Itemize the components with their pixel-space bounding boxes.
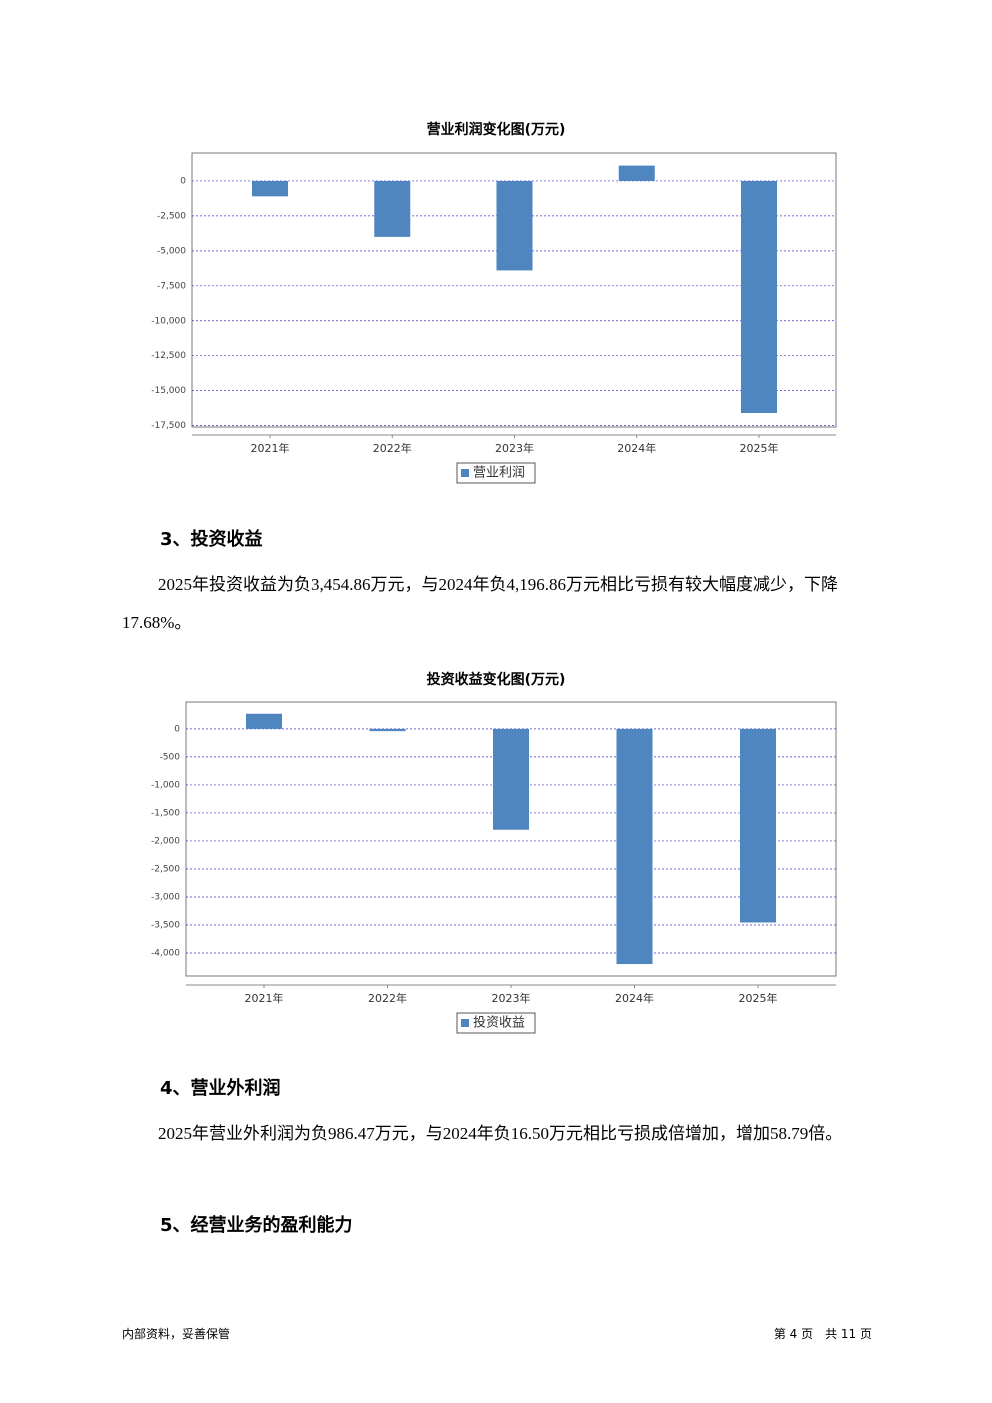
paragraph: 2025年营业外利润为负986.47万元，与2024年负16.50万元相比亏损成…	[158, 1124, 843, 1143]
y-tick-label: -500	[160, 752, 181, 762]
chart-title: 营业利润变化图(万元)	[427, 121, 566, 138]
y-tick-label: -5,000	[157, 246, 186, 256]
x-tick-label: 2021年	[251, 441, 290, 455]
y-tick-label: -2,500	[157, 211, 186, 221]
chart: 投资收益变化图(万元) 0 -500 -1,000 -1,500 -2,000 -2,500…	[151, 671, 837, 1034]
footer-left: 内部资料，妥善保管	[122, 1327, 231, 1341]
x-tick-label: 2022年	[368, 991, 407, 1005]
legend-box	[456, 462, 536, 484]
x-tick-label: 2025年	[739, 991, 778, 1005]
footer-right: 第 4 页 共 11 页	[773, 1327, 872, 1341]
paragraph: 2025年投资收益为负3,454.86万元，与2024年负4,196.86万元相…	[122, 575, 838, 632]
bar	[374, 180, 411, 237]
bar	[616, 728, 653, 965]
x-tick-label: 2024年	[617, 441, 656, 455]
x-tick-label: 2024年	[615, 991, 654, 1005]
y-tick-label: 0	[174, 724, 180, 734]
bar	[618, 165, 655, 181]
y-tick-label: -3,000	[151, 892, 180, 902]
y-tick-label: 0	[180, 176, 186, 186]
y-tick-label: -15,000	[151, 386, 186, 396]
y-tick-label: -1,000	[151, 780, 180, 790]
y-tick-label: -10,000	[151, 316, 186, 326]
section-heading: 5、经营业务的盈利能力	[160, 1215, 353, 1236]
y-tick-label: -1,500	[151, 808, 180, 818]
y-tick-label: -2,000	[151, 836, 180, 846]
chart-title: 投资收益变化图(万元)	[427, 671, 566, 688]
legend-swatch	[461, 1019, 469, 1027]
bar	[496, 180, 533, 271]
y-tick-label: -7,500	[157, 281, 186, 291]
x-tick-label: 2021年	[245, 991, 284, 1005]
bar	[252, 180, 288, 197]
bar	[493, 728, 529, 830]
legend-swatch	[461, 469, 469, 477]
section-heading: 4、营业外利润	[160, 1078, 281, 1099]
bar	[246, 713, 282, 729]
x-tick-label: 2025年	[740, 441, 779, 455]
x-tick-label: 2023年	[492, 991, 531, 1005]
y-tick-label: -12,500	[151, 351, 186, 361]
legend-label: 营业利润	[473, 466, 525, 481]
section-heading: 3、投资收益	[160, 529, 263, 550]
x-tick-label: 2022年	[373, 441, 412, 455]
x-tick-label: 2023年	[495, 441, 534, 455]
y-tick-label: -2,500	[151, 864, 180, 874]
legend-box	[456, 1012, 536, 1034]
y-tick-label: -3,500	[151, 921, 180, 931]
bar	[369, 728, 406, 732]
y-tick-label: -4,000	[151, 949, 180, 959]
bar	[741, 180, 777, 414]
legend-label: 投资收益	[473, 1015, 525, 1031]
chart: 营业利润变化图(万元) 0 -2,500 -5,000 -7,500 -10,000 -12…	[151, 121, 837, 484]
y-tick-label: -17,500	[151, 421, 186, 431]
bar	[740, 728, 776, 923]
